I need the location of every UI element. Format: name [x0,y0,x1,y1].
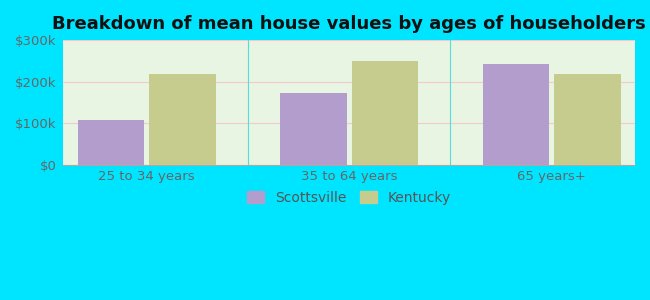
Bar [352,61,419,165]
Bar [150,74,216,165]
Title: Breakdown of mean house values by ages of householders: Breakdown of mean house values by ages o… [53,15,646,33]
Bar [482,64,549,165]
Legend: Scottsville, Kentucky: Scottsville, Kentucky [242,185,457,210]
Bar [554,74,621,165]
Bar [280,93,347,165]
Bar [78,120,144,165]
